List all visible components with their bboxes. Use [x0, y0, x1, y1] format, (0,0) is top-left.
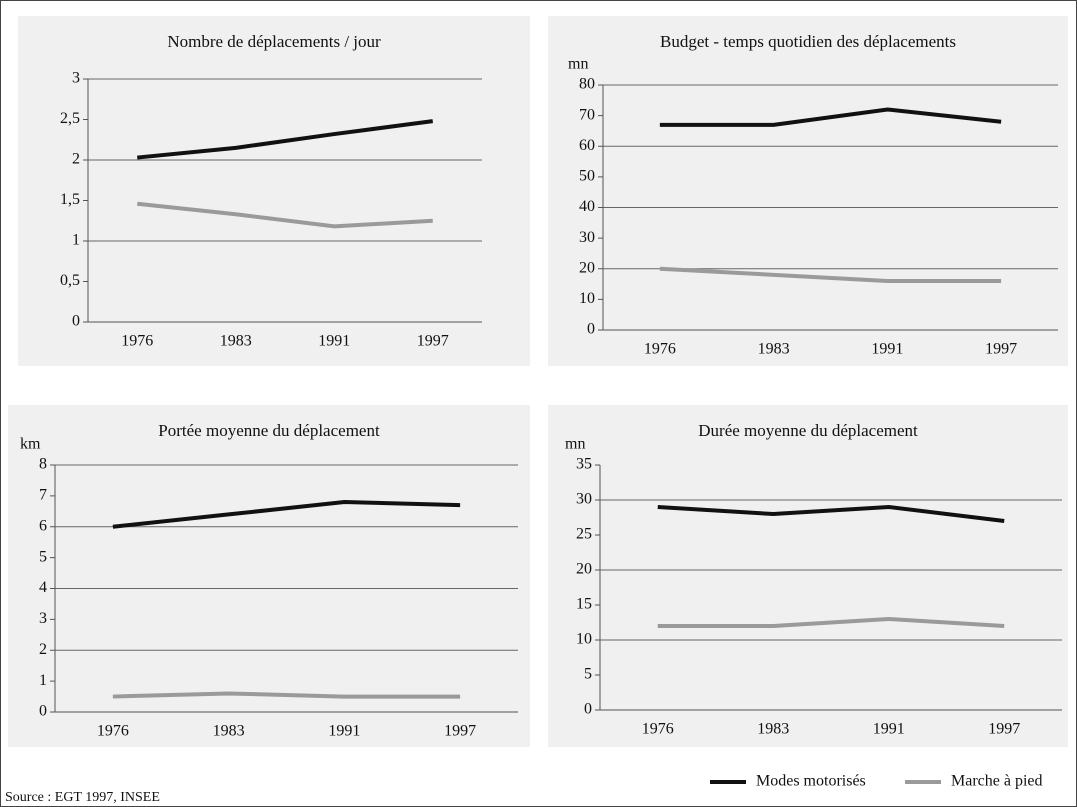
x-tick-label: 1983: [758, 341, 790, 358]
x-tick-label: 1991: [873, 721, 905, 738]
panel: [18, 16, 530, 366]
x-tick-label: 1997: [417, 333, 449, 350]
y-tick-label: 80: [579, 76, 595, 93]
x-tick-label: 1983: [220, 333, 252, 350]
y-tick-label: 35: [576, 456, 592, 473]
y-tick-label: 8: [39, 456, 47, 473]
y-tick-label: 1,5: [60, 191, 80, 208]
y-tick-label: 0: [584, 701, 592, 718]
y-tick-label: 3: [39, 610, 47, 627]
y-tick-label: 30: [576, 491, 592, 508]
panel: [8, 405, 530, 747]
series-line: [112, 500, 461, 529]
y-tick-label: 5: [584, 666, 592, 683]
y-tick-label: 0: [587, 321, 595, 338]
y-tick-label: 0: [39, 703, 47, 720]
x-tick-label: 1983: [213, 723, 245, 740]
x-tick-label: 1991: [871, 341, 903, 358]
y-tick-label: 3: [72, 70, 80, 87]
x-tick-label: 1976: [97, 723, 129, 740]
chart-title: Budget - temps quotidien des déplacement…: [660, 32, 956, 51]
y-tick-label: 10: [576, 631, 592, 648]
legend-label: Modes motorisés: [756, 773, 866, 790]
chart-title: Portée moyenne du déplacement: [158, 421, 380, 440]
y-tick-label: 70: [579, 106, 595, 123]
legend-label: Marche à pied: [951, 773, 1043, 790]
y-tick-label: 10: [579, 290, 595, 307]
x-tick-label: 1976: [642, 721, 674, 738]
y-tick-label: 0: [72, 313, 80, 330]
y-tick-label: 7: [39, 487, 47, 504]
y-tick-label: 20: [576, 561, 592, 578]
y-tick-label: 15: [576, 596, 592, 613]
y-tick-label: 2: [72, 151, 80, 168]
x-tick-label: 1997: [985, 341, 1017, 358]
x-tick-label: 1991: [318, 333, 350, 350]
y-tick-label: 1: [72, 232, 80, 249]
x-tick-label: 1976: [121, 333, 153, 350]
series-line: [659, 266, 1002, 283]
x-tick-label: 1997: [988, 721, 1020, 738]
y-tick-label: 2,5: [60, 110, 80, 127]
panel: [548, 16, 1068, 366]
series-line: [657, 616, 1005, 628]
y-tick-label: 30: [579, 229, 595, 246]
x-tick-label: 1983: [757, 721, 789, 738]
y-tick-label: 40: [579, 198, 595, 215]
series-line: [137, 119, 434, 160]
y-axis-label: mn: [568, 56, 588, 73]
y-tick-label: 25: [576, 526, 592, 543]
y-tick-label: 2: [39, 641, 47, 658]
y-tick-label: 4: [39, 579, 47, 596]
y-tick-label: 60: [579, 137, 595, 154]
series-line: [137, 201, 433, 229]
source: Source : EGT 1997, INSEE: [5, 790, 160, 805]
y-axis-label: mn: [565, 436, 585, 453]
y-tick-label: 1: [39, 672, 47, 689]
panel: [548, 405, 1068, 747]
y-tick-label: 5: [39, 548, 47, 565]
x-tick-label: 1997: [444, 723, 476, 740]
y-tick-label: 20: [579, 259, 595, 276]
y-axis-label: km: [20, 436, 41, 453]
chart-title: Durée moyenne du déplacement: [698, 421, 918, 440]
x-tick-label: 1976: [644, 341, 676, 358]
chart-title: Nombre de déplacements / jour: [167, 32, 381, 51]
series-line: [657, 504, 1005, 523]
series-line: [659, 107, 1002, 127]
x-tick-label: 1991: [328, 723, 360, 740]
series-line: [112, 691, 461, 699]
y-tick-label: 50: [579, 168, 595, 185]
y-tick-label: 0,5: [60, 272, 80, 289]
y-tick-label: 6: [39, 517, 47, 534]
